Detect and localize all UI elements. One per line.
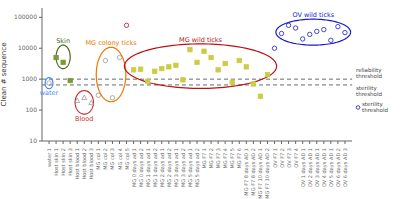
- svg-text:MG F7 10 days AD 1: MG F7 10 days AD 1: [257, 148, 264, 199]
- svg-text:MG 5 days ad 1: MG 5 days ad 1: [187, 148, 194, 187]
- svg-text:MG F7 3: MG F7 3: [215, 148, 221, 169]
- svg-text:MG 1 days ad 1: MG 1 days ad 1: [145, 148, 152, 187]
- svg-text:sterilitythreshold: sterilitythreshold: [362, 101, 388, 113]
- svg-text:OV 4 days AD 1: OV 4 days AD 1: [321, 148, 328, 187]
- svg-text:10000: 10000: [18, 44, 37, 51]
- svg-text:reliabilitythreshold: reliabilitythreshold: [356, 67, 382, 79]
- svg-text:OV 5 days AD 1: OV 5 days AD 1: [328, 148, 335, 187]
- svg-text:100: 100: [26, 106, 38, 113]
- svg-text:Host skin 3: Host skin 3: [67, 148, 73, 176]
- svg-text:OV F7 1: OV F7 1: [272, 148, 278, 168]
- svg-text:OV 1 days AD 1: OV 1 days AD 1: [300, 148, 307, 187]
- svg-text:Host blood 2: Host blood 2: [81, 148, 87, 180]
- svg-text:OV F7 3: OV F7 3: [286, 148, 292, 168]
- svg-text:water: water: [40, 89, 59, 97]
- svg-text:OV 3 days AD 1: OV 3 days AD 1: [314, 148, 321, 187]
- svg-text:MG col 5: MG col 5: [124, 148, 130, 170]
- svg-text:MG 3 days ad 1: MG 3 days ad 1: [173, 148, 180, 187]
- svg-text:MG F7 5: MG F7 5: [229, 148, 235, 169]
- svg-text:MG col 2: MG col 2: [102, 148, 108, 170]
- svg-text:MG 0 days ad 1: MG 0 days ad 1: [131, 148, 138, 187]
- svg-text:MG colony ticks: MG colony ticks: [85, 39, 137, 47]
- svg-text:MG F7 2: MG F7 2: [208, 148, 214, 169]
- svg-text:MG 2 days ad 2: MG 2 days ad 2: [166, 148, 173, 187]
- svg-text:Host blood 1: Host blood 1: [74, 148, 80, 180]
- svg-text:MG col 3: MG col 3: [109, 148, 115, 170]
- svg-text:Blood: Blood: [75, 115, 93, 123]
- svg-text:MG F7 4: MG F7 4: [222, 148, 228, 169]
- svg-text:100000: 100000: [14, 13, 37, 20]
- svg-text:MG 5 days ad 2: MG 5 days ad 2: [194, 148, 201, 187]
- svg-text:MG F7 10 days AD 2: MG F7 10 days AD 2: [264, 148, 271, 199]
- svg-text:Host skin 2: Host skin 2: [60, 148, 66, 176]
- svg-text:MG F7 8 days AD 1: MG F7 8 days AD 1: [243, 148, 250, 196]
- svg-text:OV 2 days AD 1: OV 2 days AD 1: [307, 148, 314, 187]
- svg-text:MG F7 6: MG F7 6: [236, 148, 242, 169]
- svg-text:MG 3 days ad 2: MG 3 days ad 2: [180, 148, 187, 187]
- svg-text:MG 2 days ad 1: MG 2 days ad 1: [159, 148, 166, 187]
- svg-text:MG 0 days ad 2: MG 0 days ad 2: [138, 148, 145, 187]
- svg-text:OV wild ticks: OV wild ticks: [292, 11, 334, 19]
- svg-text:Clean # sequence: Clean # sequence: [8, 43, 9, 107]
- svg-text:Host skin 1: Host skin 1: [53, 148, 59, 176]
- svg-text:Skin: Skin: [56, 37, 70, 45]
- svg-text:MG col 4: MG col 4: [117, 148, 123, 170]
- svg-text:MG wild ticks: MG wild ticks: [179, 36, 223, 44]
- svg-text:Host blood 3: Host blood 3: [88, 148, 94, 180]
- svg-text:10: 10: [29, 137, 37, 144]
- svg-text:MG F7 8 days AD 2: MG F7 8 days AD 2: [250, 148, 257, 196]
- svg-text:OV 6 days AD 3: OV 6 days AD 3: [342, 148, 349, 187]
- svg-text:OV F7 2: OV F7 2: [279, 148, 285, 168]
- svg-text:water 1: water 1: [46, 148, 52, 167]
- svg-text:OV 6 days AD 2: OV 6 days AD 2: [335, 148, 342, 187]
- svg-text:MG 1 days ad 2: MG 1 days ad 2: [152, 148, 159, 187]
- svg-text:sterilitythreshold: sterilitythreshold: [356, 85, 382, 97]
- svg-text:OV F7 4: OV F7 4: [293, 148, 299, 168]
- svg-text:1000: 1000: [22, 75, 37, 82]
- svg-text:MG col 1: MG col 1: [95, 148, 101, 170]
- svg-text:MG F7 1: MG F7 1: [201, 148, 207, 169]
